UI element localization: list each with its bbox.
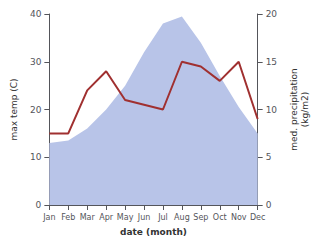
svg-text:Jun: Jun: [137, 213, 151, 222]
svg-text:Aug: Aug: [174, 213, 190, 222]
svg-text:15: 15: [266, 57, 277, 67]
svg-text:0: 0: [266, 200, 272, 210]
svg-text:Dec: Dec: [250, 213, 265, 222]
svg-text:40: 40: [30, 9, 42, 19]
svg-text:20: 20: [30, 105, 42, 115]
svg-text:Jul: Jul: [157, 213, 168, 222]
svg-text:Nov: Nov: [231, 213, 247, 222]
svg-text:Oct: Oct: [213, 213, 227, 222]
svg-text:Jan: Jan: [42, 213, 55, 222]
svg-text:10: 10: [266, 105, 278, 115]
svg-text:max temp (C): max temp (C): [9, 78, 19, 140]
svg-text:May: May: [117, 213, 134, 222]
svg-text:Apr: Apr: [99, 213, 114, 222]
svg-text:0: 0: [36, 200, 42, 210]
svg-text:(kg/m2): (kg/m2): [300, 92, 310, 127]
svg-text:Mar: Mar: [80, 213, 96, 222]
svg-text:date (month): date (month): [120, 227, 187, 237]
svg-text:med. precipitation: med. precipitation: [289, 68, 299, 150]
svg-text:20: 20: [266, 9, 278, 19]
svg-text:Sep: Sep: [193, 213, 208, 222]
svg-text:10: 10: [30, 152, 42, 162]
svg-text:5: 5: [266, 152, 272, 162]
svg-text:Feb: Feb: [61, 213, 75, 222]
svg-text:30: 30: [30, 57, 42, 67]
